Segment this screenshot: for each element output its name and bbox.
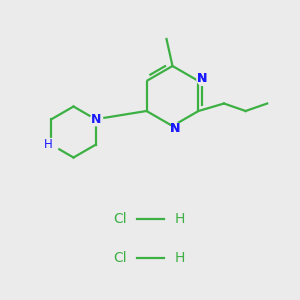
Text: H: H (175, 212, 185, 226)
Text: N: N (197, 72, 207, 85)
Text: N: N (197, 72, 207, 85)
Text: N: N (170, 122, 181, 135)
Text: H: H (44, 138, 53, 151)
Text: H: H (175, 251, 185, 265)
Text: N: N (90, 113, 101, 126)
Text: Cl: Cl (113, 212, 127, 226)
Text: Cl: Cl (113, 251, 127, 265)
Text: N: N (170, 122, 181, 135)
